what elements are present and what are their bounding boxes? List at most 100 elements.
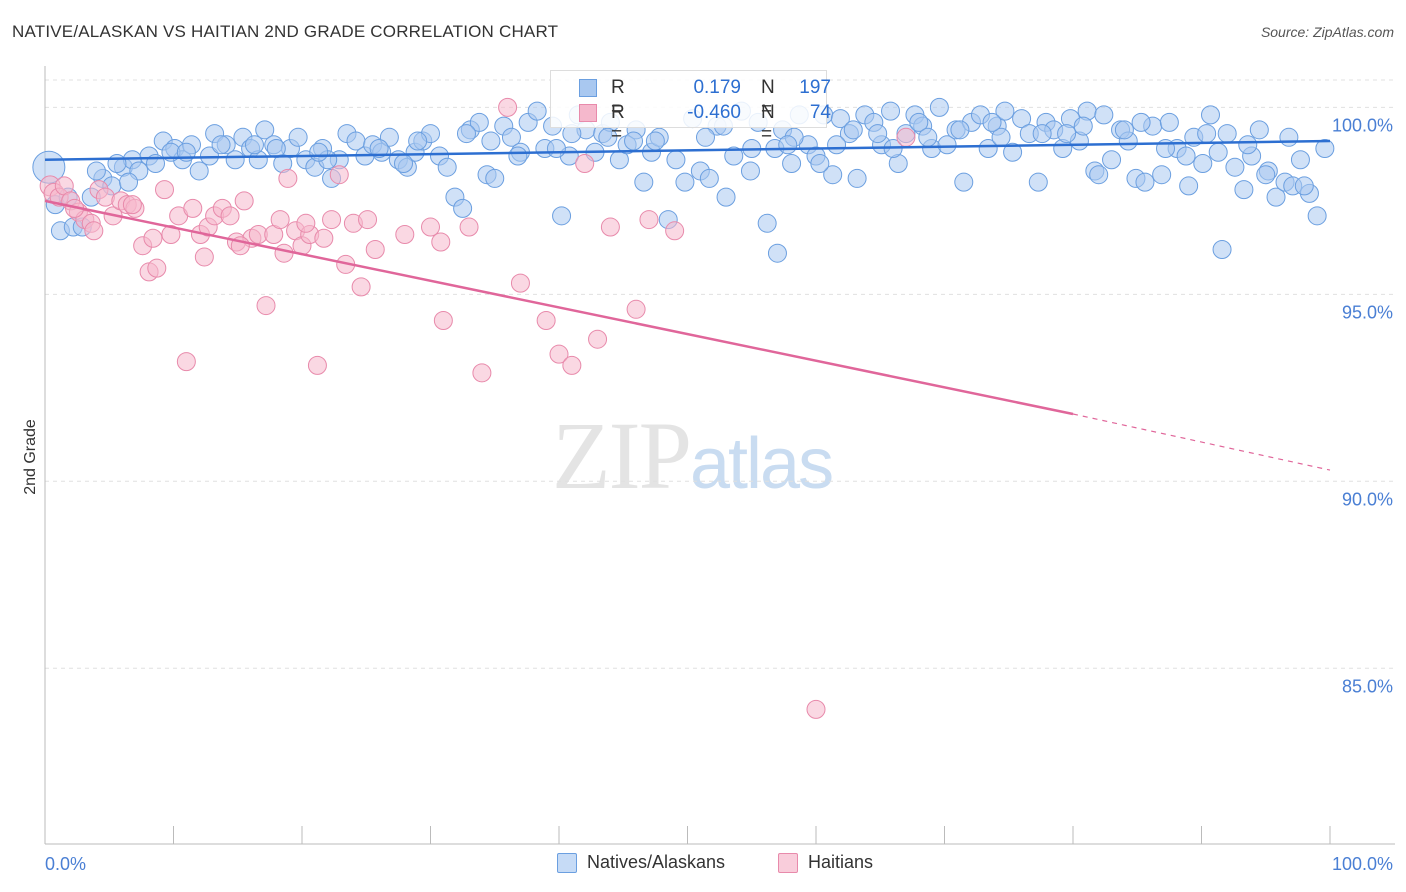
native-point: [501, 127, 521, 147]
native-point: [485, 168, 505, 188]
haitian-point: [626, 299, 646, 319]
legend-n-label: N =: [761, 77, 775, 120]
haitian-point: [433, 311, 453, 331]
haitian-point: [510, 273, 530, 293]
native-point: [978, 139, 998, 159]
native-point: [954, 172, 974, 192]
native-point: [1249, 120, 1269, 140]
native-point: [716, 187, 736, 207]
haitian-point: [600, 217, 620, 237]
native-point: [552, 206, 572, 226]
haitian-point: [639, 210, 659, 230]
y-tick-label: 95.0%: [1342, 302, 1393, 322]
native-point: [437, 157, 457, 177]
native-point: [456, 124, 476, 144]
x-tick-label: 0.0%: [45, 854, 86, 874]
legend-n-value: 74: [809, 102, 831, 123]
haitian-point: [143, 228, 163, 248]
native-point: [675, 172, 695, 192]
chart-title: NATIVE/ALASKAN VS HAITIAN 2ND GRADE CORR…: [12, 22, 559, 41]
native-point: [244, 135, 264, 155]
haitian-point: [314, 228, 334, 248]
native-point: [211, 135, 231, 155]
haitian-point: [588, 329, 608, 349]
haitian-point: [562, 355, 582, 375]
native-point: [1159, 112, 1179, 132]
legend-r-value: -0.460: [687, 102, 741, 123]
haitian-point: [498, 97, 518, 117]
native-point: [266, 139, 286, 159]
y-tick-label: 85.0%: [1342, 676, 1393, 696]
native-point: [288, 127, 308, 147]
native-point: [1217, 124, 1237, 144]
native-point: [1234, 180, 1254, 200]
native-point: [1200, 105, 1220, 125]
haitian-point: [358, 210, 378, 230]
native-point: [1266, 187, 1286, 207]
haitian-point: [322, 210, 342, 230]
native-point: [369, 139, 389, 159]
haitian-point: [575, 153, 595, 173]
native-point: [1197, 124, 1217, 144]
haitian-point: [421, 217, 440, 237]
native-point: [881, 101, 901, 121]
y-tick-label: 100.0%: [1332, 115, 1393, 135]
native-point: [827, 135, 847, 155]
bottom-legend-label-natives: Natives/Alaskans: [587, 852, 726, 872]
x-tick-label: 100.0%: [1332, 854, 1393, 874]
haitian-trend-extension: [1072, 413, 1331, 471]
haitian-point: [549, 344, 569, 364]
native-point: [546, 139, 566, 159]
native-point: [1028, 172, 1048, 192]
native-point: [1114, 120, 1134, 140]
haitian-point: [270, 210, 290, 230]
haitian-point: [329, 165, 349, 185]
native-point: [1290, 150, 1310, 170]
native-point: [724, 146, 744, 166]
haitian-point: [256, 296, 276, 316]
haitian-point: [395, 225, 415, 245]
haitian-point: [351, 277, 371, 297]
native-point: [624, 131, 644, 151]
native-point: [1131, 112, 1151, 132]
native-point: [778, 135, 798, 155]
native-point: [757, 213, 777, 233]
native-point: [823, 165, 843, 185]
native-point: [481, 131, 501, 151]
native-point: [1073, 116, 1093, 136]
native-point: [767, 243, 787, 263]
native-point: [107, 153, 127, 173]
legend-r-value: 0.179: [693, 77, 741, 98]
bottom-legend-swatch-haitians: [778, 853, 798, 873]
haitian-point: [296, 213, 316, 233]
native-point: [119, 172, 139, 192]
watermark: ZIPatlas: [552, 400, 834, 511]
haitian-point: [84, 221, 104, 241]
native-point: [810, 153, 830, 173]
haitian-point: [459, 217, 479, 237]
native-point: [86, 161, 106, 181]
native-point: [1176, 146, 1196, 166]
haitian-point: [896, 127, 916, 147]
native-point: [255, 120, 275, 140]
haitian-point: [307, 355, 327, 375]
native-trend-line: [44, 139, 1331, 161]
native-point: [1094, 105, 1114, 125]
haitian-point: [365, 239, 385, 259]
native-point: [634, 172, 654, 192]
native-point: [1179, 176, 1199, 196]
source-label: Source: ZipAtlas.com: [1260, 24, 1394, 40]
haitian-point: [536, 311, 556, 331]
haitian-point: [278, 168, 298, 188]
native-point: [929, 97, 949, 117]
native-point: [645, 131, 665, 151]
watermark-zip: ZIP: [552, 402, 692, 509]
legend-swatch-natives: [579, 79, 597, 97]
native-point: [843, 120, 863, 140]
legend-n-label: N =: [761, 102, 775, 145]
native-point: [1307, 206, 1327, 226]
native-point: [1135, 172, 1155, 192]
native-point: [469, 112, 489, 132]
native-point: [1238, 135, 1258, 155]
native-point: [453, 198, 473, 218]
